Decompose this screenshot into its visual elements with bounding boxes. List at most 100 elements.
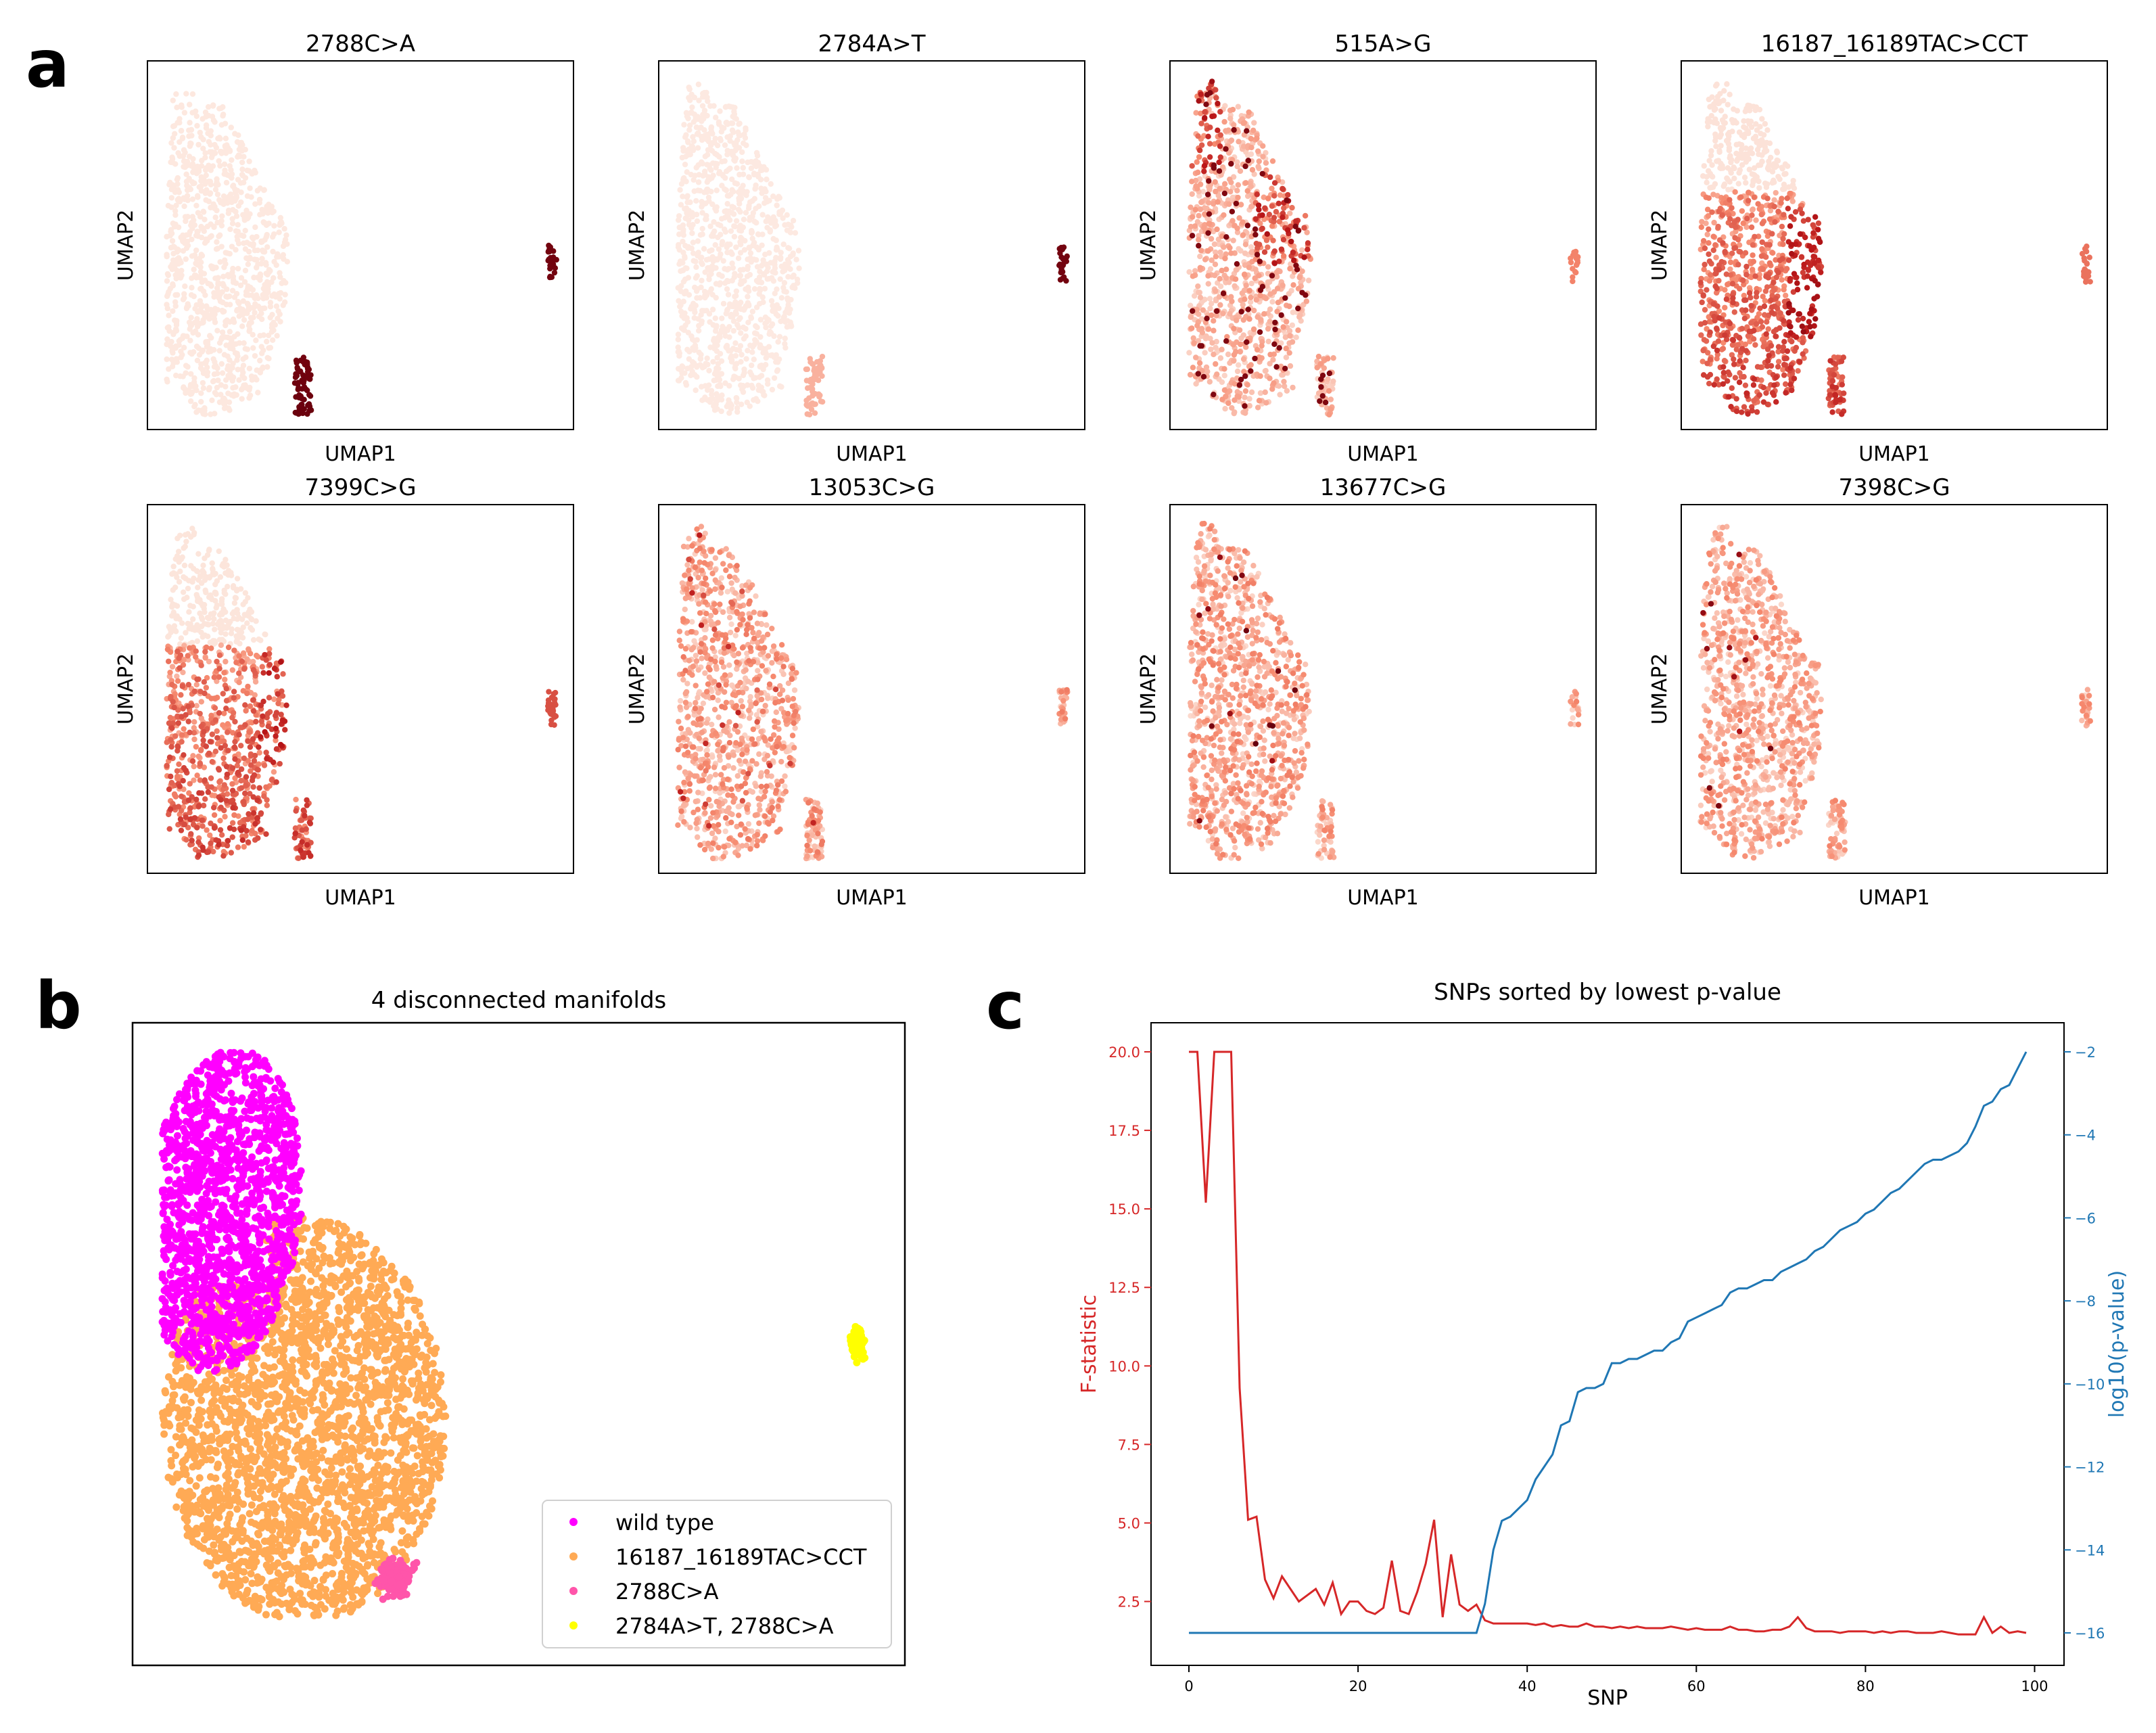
umap-point [244,385,250,391]
umap-point [216,348,222,354]
umap-point [1725,101,1731,108]
umap-point [1197,181,1204,187]
umap-point [174,678,181,684]
umap-point [168,204,174,210]
umap-points [164,526,559,861]
umap-point [1255,148,1261,154]
umap-point [1743,390,1750,396]
umap-point [221,352,228,358]
umap-point [1250,326,1257,332]
umap-point [191,252,198,258]
umap-point [774,302,780,308]
umap-point [1766,260,1773,267]
umap-point [778,295,785,301]
umap-point [1752,107,1758,114]
umap-point [1256,273,1262,279]
umap-point [1196,154,1202,160]
umap-point [1248,144,1255,151]
umap-point [1302,212,1309,219]
umap-point [1257,373,1263,379]
umap-point [751,218,757,225]
umap-point [164,376,170,383]
umap-point [250,304,256,311]
umap-point [1801,261,1807,268]
umap-point [1752,342,1758,348]
umap-point [791,272,797,279]
umap-point [222,334,228,340]
umap-point [1213,254,1219,260]
umap-point [1195,371,1201,377]
umap-subplot-title: 7399C>G [304,474,416,501]
umap-point [1248,249,1255,255]
umap-point [1815,281,1821,287]
umap-point [726,397,732,403]
umap-point [1711,219,1717,226]
umap-point [238,199,244,206]
umap-point [210,378,216,385]
umap-point [214,176,220,182]
umap-point [1217,154,1223,160]
umap-point [693,116,699,122]
umap-point [730,264,736,271]
umap-point [1699,218,1705,225]
umap-point [685,115,691,122]
umap-point [168,229,174,235]
umap-point [684,346,690,353]
umap-point [1739,132,1745,139]
umap-point [1221,118,1227,125]
umap-point [260,332,267,338]
umap-point [296,411,302,417]
umap-point [1782,381,1789,388]
umap-point [732,223,739,230]
umap-point [1787,190,1793,197]
umap-point [1328,396,1334,402]
umap-point [307,393,314,399]
umap-point [1292,223,1298,230]
umap-point [245,248,252,255]
umap-point [1301,254,1307,260]
umap-point [1700,237,1707,244]
umap-point [1748,118,1754,124]
umap-point [1762,120,1768,127]
umap-point [1260,154,1266,160]
umap-point [1248,204,1255,210]
umap-point [730,327,737,334]
umap-point [728,191,734,198]
umap-point [197,273,204,279]
umap-point [680,279,687,285]
umap-point [233,633,239,639]
umap-point [1265,325,1271,332]
umap-point [253,337,259,344]
umap-point [753,257,759,263]
umap-point [276,229,282,235]
umap-point [187,603,193,609]
umap-point [1262,205,1268,211]
umap-point [200,634,206,640]
umap-point [223,179,230,186]
umap-point [1740,365,1746,371]
umap-point [1806,319,1812,325]
umap-point [709,147,716,154]
umap-point [1811,260,1818,267]
umap-point [739,352,745,358]
umap-point [1278,246,1285,252]
umap-point [187,534,194,540]
umap-point [220,563,227,570]
umap-point [1272,326,1278,333]
umap-point [1259,342,1265,349]
umap-point [1305,240,1311,246]
umap-points [675,81,1070,418]
umap-point [1233,200,1240,207]
umap-point [214,191,221,198]
umap-point [1232,283,1238,289]
umap-point [1252,226,1259,233]
umap-point [1205,326,1212,332]
umap-point [1764,319,1770,325]
umap-point [246,286,252,292]
umap-point [1810,253,1817,260]
umap-point [1269,203,1275,209]
umap-point [247,185,253,191]
umap-point [1280,282,1286,289]
umap-point [1780,235,1786,242]
umap-point [1720,97,1727,103]
